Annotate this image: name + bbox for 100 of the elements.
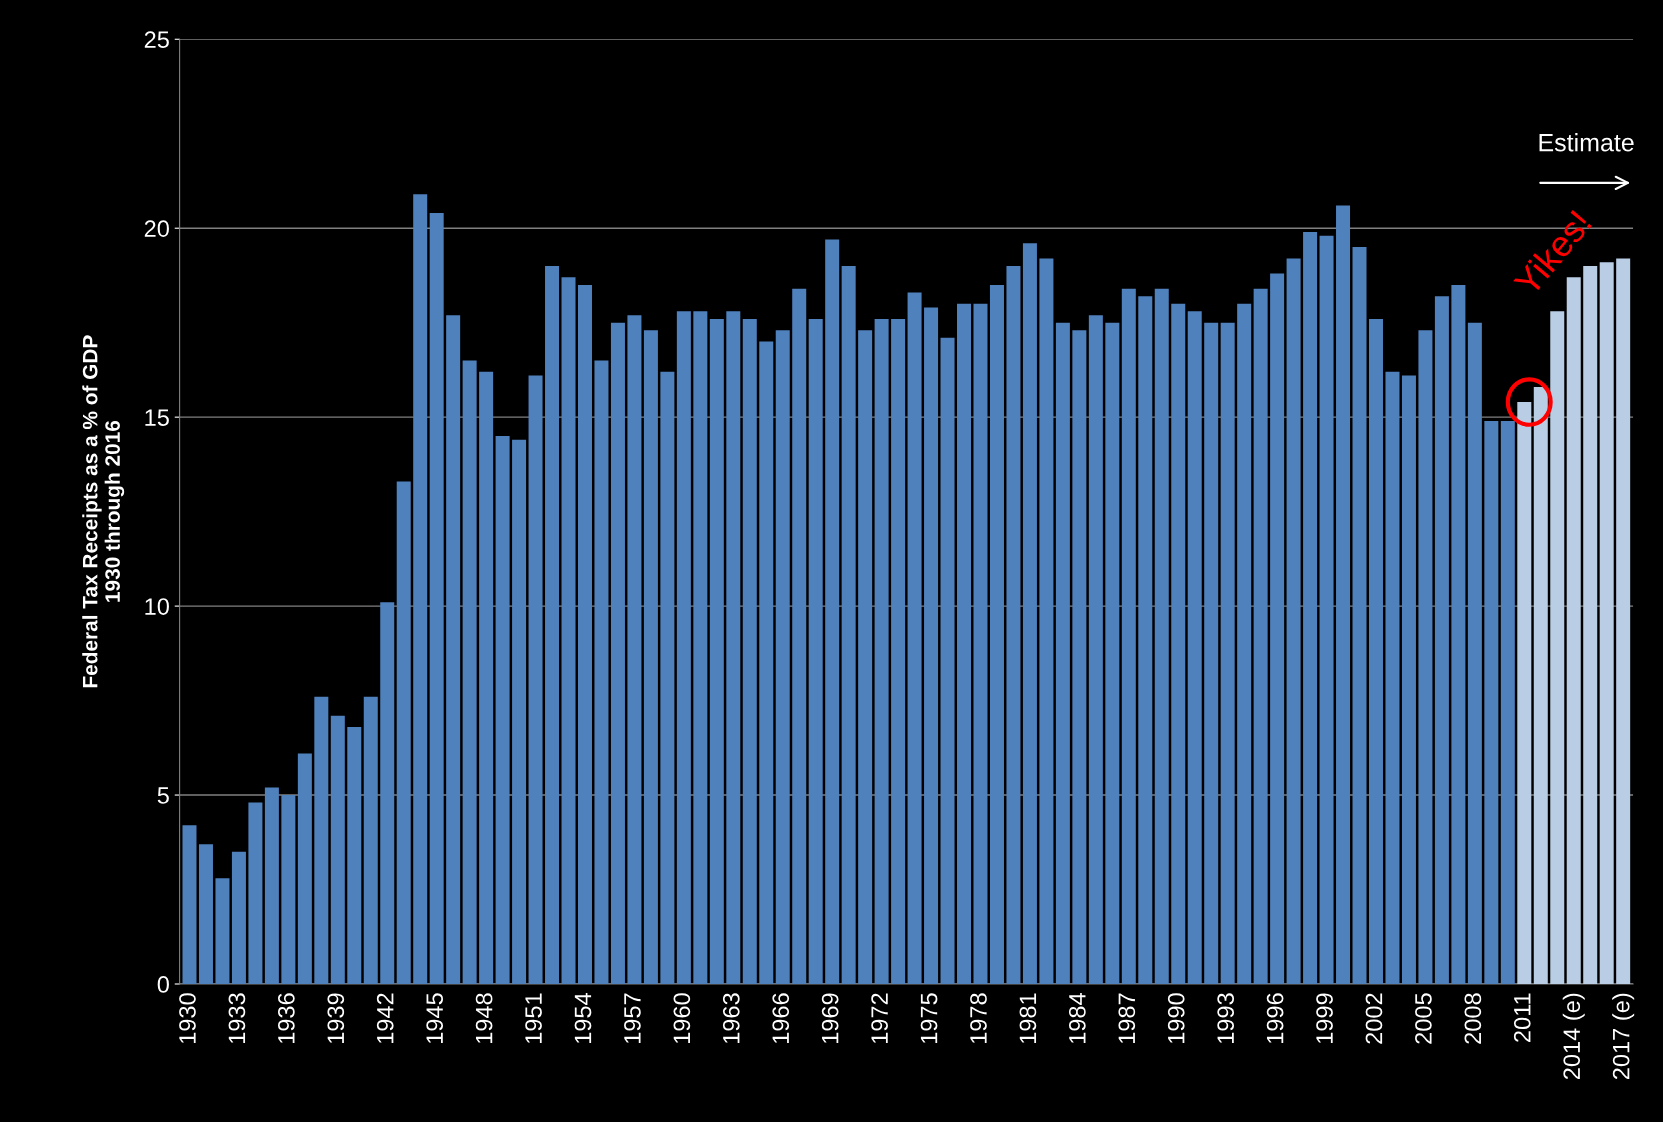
bar [742,318,757,984]
bar [1237,303,1252,984]
bar [792,288,807,984]
x-tick-label: 2017 (e) [1612,993,1635,1080]
bar [1187,311,1202,984]
bar [577,284,592,984]
bar [198,844,213,984]
x-tick-label: 1930 [179,993,196,1044]
bar [495,436,510,984]
bar [726,311,741,984]
bar [512,439,527,984]
bar [808,318,823,984]
x-tick-label: 2005 [1415,993,1432,1044]
bar [759,341,774,984]
x-tick-label: 1978 [970,993,987,1044]
x-tick-label: 1999 [1316,993,1333,1044]
bar [330,715,345,984]
x-tick-label: 1975 [920,993,938,1044]
x-tick-label: 1942 [376,993,394,1044]
bar [610,322,625,984]
bar [561,277,576,984]
x-tick-label: 1939 [327,993,345,1044]
bar [973,303,988,984]
x-tick-label: 1981 [1019,993,1037,1044]
x-tick-label: 1954 [574,993,592,1044]
bar [380,602,395,984]
bar [479,371,494,984]
bar [660,371,675,984]
bar [1220,322,1235,984]
bar [1484,420,1499,984]
bar [1055,322,1070,984]
x-tick-label: 1945 [426,993,444,1044]
bar [1121,288,1136,984]
bar [528,375,543,984]
bar [1500,420,1515,984]
y-tick-label: 25 [144,31,169,49]
bar [989,284,1004,984]
bar [462,360,477,984]
bar [1270,273,1285,984]
bar [446,315,461,984]
bar [1550,311,1565,984]
bar [1138,296,1153,984]
bar [281,795,296,984]
x-tick-label: 1963 [722,993,740,1044]
x-tick-label: 1933 [228,993,246,1044]
bar [1022,243,1037,984]
bar [709,318,724,984]
bar [1088,315,1103,984]
x-tick-label: 1936 [277,993,295,1044]
x-tick-label: 2002 [1365,993,1383,1044]
bar [1171,303,1186,984]
x-tick-label: 2011 [1513,993,1531,1042]
bar [693,311,708,984]
x-tick-label: 1990 [1167,993,1185,1044]
bar [1616,258,1631,984]
bar [363,696,378,984]
bar [775,330,790,984]
bar [627,315,642,984]
annotation: Estimate [1539,133,1634,152]
bar [1467,322,1482,984]
bar [940,337,955,984]
bar [1105,322,1120,984]
bar [1368,318,1383,984]
x-tick-label: 1984 [1068,993,1086,1044]
bar [1039,258,1054,984]
x-tick-label: 1972 [871,993,888,1044]
bar [1006,266,1021,984]
bar [264,787,279,984]
bar [347,727,362,984]
bar [396,481,411,984]
x-tick-label: 2008 [1464,993,1482,1044]
bar [1286,258,1301,984]
bar [1385,371,1400,984]
bar [1204,322,1219,984]
bar [1599,262,1614,984]
bar [297,753,312,984]
y-tick-label: 0 [157,976,169,993]
y-axis-title: Federal Tax Receipts as a % of GDP 1930 through 2016 [82,335,125,688]
bar [1303,231,1318,984]
x-tick-label: 1951 [525,993,542,1044]
bar [1352,247,1367,984]
bar [957,303,972,984]
bar [1451,284,1466,984]
bar [1336,205,1351,984]
bar [413,194,428,984]
y-tick-label: 5 [157,787,169,804]
bar [1517,402,1532,984]
x-tick-label: 1987 [1118,993,1136,1044]
bar [874,318,889,984]
bar [1401,375,1416,984]
bar [314,696,329,984]
bar [182,825,197,984]
y-tick-label: 10 [145,598,169,615]
bar [676,311,691,984]
bar [594,360,609,984]
bar [924,307,939,984]
bar [215,878,230,984]
bar [1434,296,1449,984]
bar [907,292,922,984]
bar [1154,288,1169,984]
